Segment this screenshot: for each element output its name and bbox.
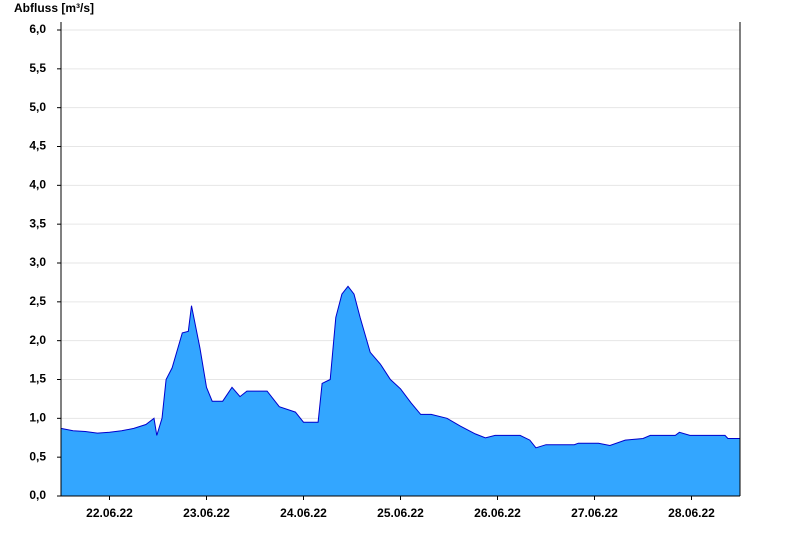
y-tick-label: 0,5 <box>29 449 46 463</box>
y-tick-label: 5,0 <box>29 100 46 114</box>
y-tick-label: 0,0 <box>29 488 46 502</box>
y-tick-label: 3,5 <box>29 216 46 230</box>
y-tick-label: 2,5 <box>29 294 46 308</box>
x-tick-label: 24.06.22 <box>280 506 327 520</box>
x-tick-label: 22.06.22 <box>86 506 133 520</box>
x-tick-label: 26.06.22 <box>474 506 521 520</box>
y-tick-label: 1,5 <box>29 372 46 386</box>
y-tick-label: 6,0 <box>29 22 46 36</box>
x-tick-label: 25.06.22 <box>377 506 424 520</box>
y-tick-label: 3,0 <box>29 255 46 269</box>
x-tick-label: 28.06.22 <box>668 506 715 520</box>
area <box>61 286 740 496</box>
y-tick-label: 4,5 <box>29 139 46 153</box>
x-tick-label: 23.06.22 <box>183 506 230 520</box>
y-tick-label: 1,0 <box>29 411 46 425</box>
y-tick-label: 2,0 <box>29 333 46 347</box>
y-tick-label: 4,0 <box>29 178 46 192</box>
x-tick-label: 27.06.22 <box>571 506 618 520</box>
y-axis-label: Abfluss [m³/s] <box>14 1 94 15</box>
line <box>60 285 740 449</box>
y-tick-label: 5,5 <box>29 61 46 75</box>
